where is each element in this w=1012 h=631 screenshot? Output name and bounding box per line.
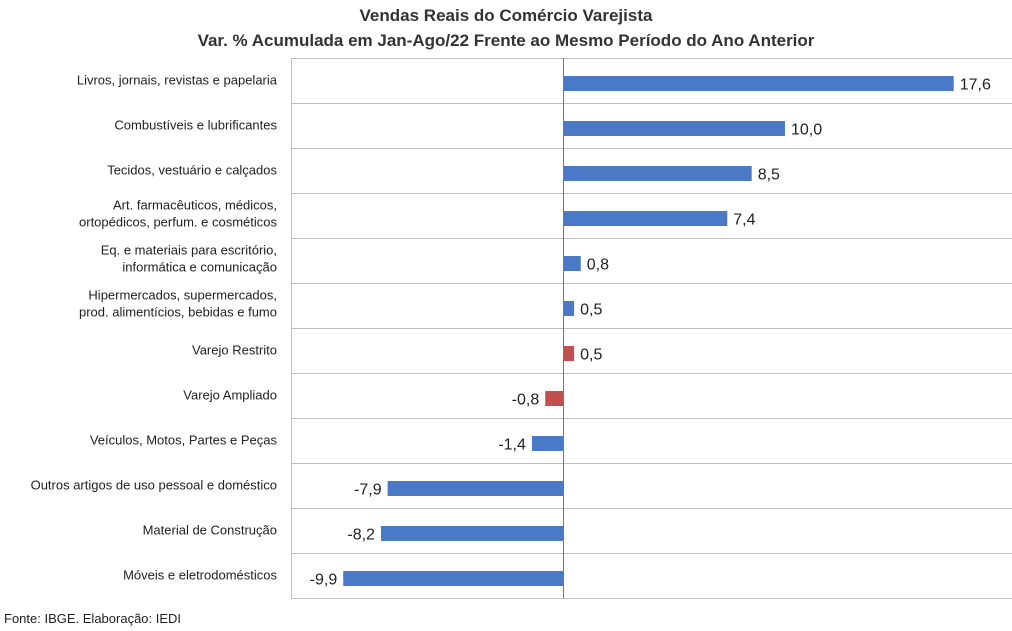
bar [563,211,728,226]
category-label: Combustíveis e lubrificantes [114,118,277,133]
category-label: Art. farmacêuticos, médicos, ortopédicos,… [79,198,277,230]
category-label: Livros, jornais, revistas e papelaria [77,73,278,88]
data-label: -9,9 [310,572,338,589]
bar [380,526,563,541]
bar [563,346,575,361]
category-label: Tecidos, vestuário e calçados [107,163,277,178]
category-label-line: Art. farmacêuticos, médicos, [113,198,277,213]
data-label: -1,4 [498,437,526,454]
category-label: Eq. e materiais para escritório, informát… [101,243,277,275]
data-label: -0,8 [512,392,540,409]
category-label-line: Hipermercados, supermercados, [88,288,277,303]
data-label: 0,8 [587,257,609,274]
category-label: Veículos, Motos, Partes e Peças [90,433,278,448]
bar [563,256,581,271]
chart-title: Vendas Reais do Comércio Varejista [359,6,653,25]
category-label: Hipermercados, supermercados, prod. alime… [79,288,277,320]
category-label: Varejo Ampliado [183,388,277,403]
data-label: 0,5 [580,347,602,364]
data-label: 0,5 [580,302,602,319]
category-label-line: ortopédicos, perfum. e cosméticos [79,215,277,230]
source-note: Fonte: IBGE. Elaboração: IEDI [4,611,182,626]
bar [387,481,563,496]
bar [563,166,752,181]
data-label: 8,5 [758,167,780,184]
chart-subtitle: Var. % Acumulada em Jan-Ago/22 Frente ao… [197,31,815,50]
category-label-line: informática e comunicação [122,260,277,275]
category-label: Varejo Restrito [192,343,277,358]
category-label: Móveis e eletrodomésticos [123,568,277,583]
data-label: 10,0 [791,122,822,139]
bar [531,436,563,451]
category-label: Outros artigos de uso pessoal e doméstic… [31,478,277,493]
bar [563,76,954,91]
bar [343,571,563,586]
bar [563,121,785,136]
data-label: -8,2 [347,527,375,544]
bar [545,391,563,406]
category-label: Material de Construção [143,523,277,538]
data-label: 7,4 [733,212,755,229]
data-label: 17,6 [960,77,991,94]
data-label: -7,9 [354,482,382,499]
category-label-line: Eq. e materiais para escritório, [101,243,277,258]
category-label-line: prod. alimentícios, bebidas e fumo [79,305,277,320]
bar [563,301,575,316]
